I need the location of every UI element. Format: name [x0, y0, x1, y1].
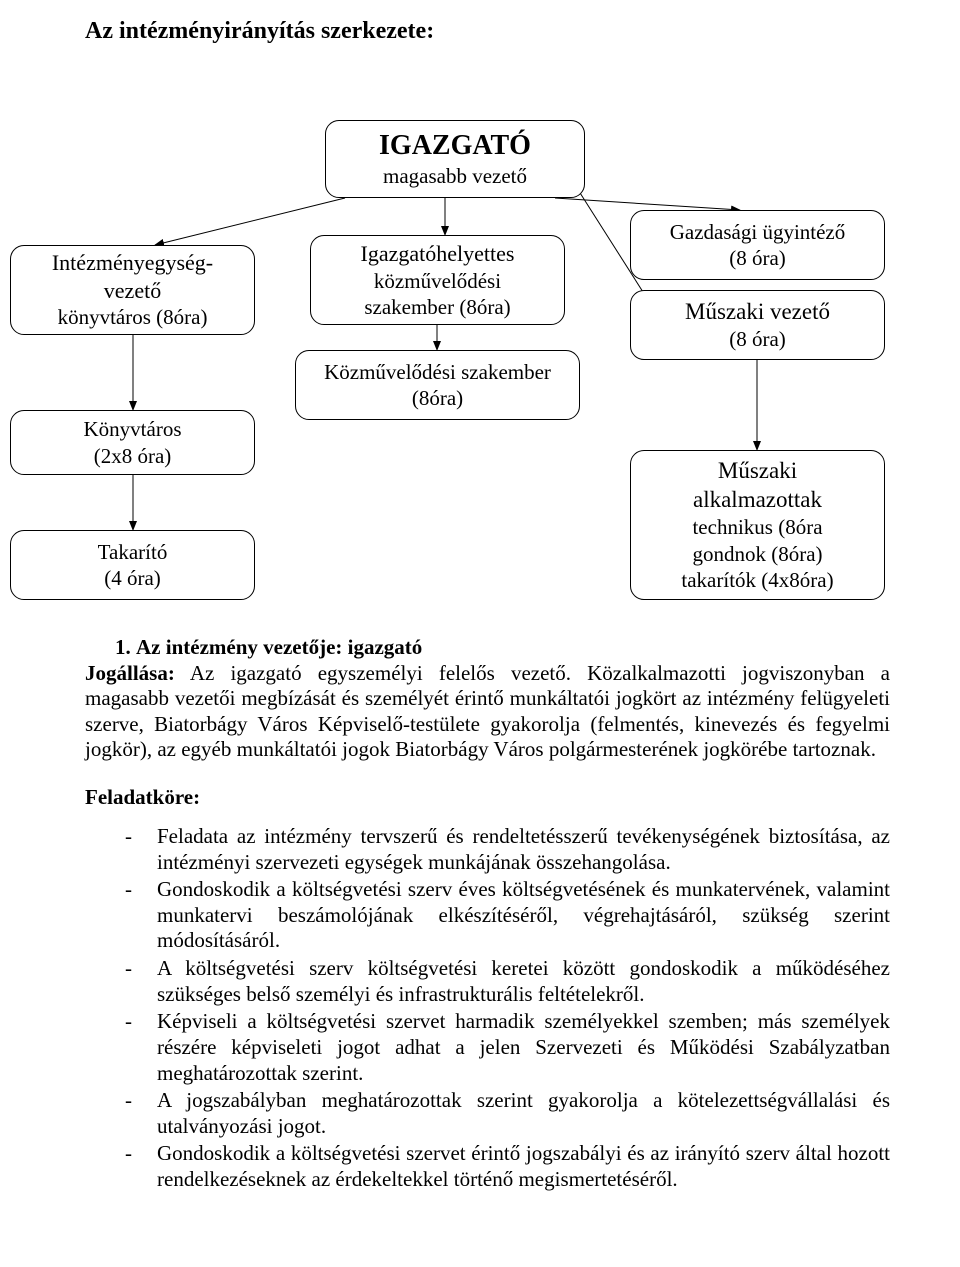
node-line: könyvtáros (8óra) — [58, 304, 208, 330]
node-line: Gazdasági ügyintéző — [670, 219, 846, 245]
node-line: vezető — [104, 277, 161, 305]
org-diagram: IGAZGATÓmagasabb vezetőIntézményegység-v… — [85, 75, 890, 635]
page: Az intézményirányítás szerkezete: IGAZGA… — [0, 0, 960, 1267]
list-item: Képviseli a költségvetési szervet harmad… — [125, 1009, 890, 1086]
node-line: (4 óra) — [104, 565, 161, 591]
node-line: (2x8 óra) — [94, 443, 172, 469]
node-kozmuv: Közművelődési szakember(8óra) — [295, 350, 580, 420]
node-line: Könyvtáros — [84, 416, 182, 442]
node-line: (8óra) — [412, 385, 463, 411]
list-item: Gondoskodik a költségvetési szerv éves k… — [125, 877, 890, 954]
node-line: közművelődési — [374, 268, 501, 294]
node-line: alkalmazottak — [693, 486, 822, 515]
node-muszakivez: Műszaki vezető(8 óra) — [630, 290, 885, 360]
list-item: Gondoskodik a költségvetési szervet érin… — [125, 1141, 890, 1192]
list-item: A költségvetési szerv költségvetési kere… — [125, 956, 890, 1007]
jogallasa-text: Az igazgató egyszemélyi felelős vezető. … — [85, 661, 890, 762]
jogallasa-label: Jogállása: — [85, 661, 175, 685]
node-line: Műszaki — [718, 457, 797, 486]
node-gazdasagi: Gazdasági ügyintéző(8 óra) — [630, 210, 885, 280]
node-intezmeny: Intézményegység-vezetőkönyvtáros (8óra) — [10, 245, 255, 335]
node-takarito: Takarító(4 óra) — [10, 530, 255, 600]
list-item: A jogszabályban meghatározottak szerint … — [125, 1088, 890, 1139]
node-line: Műszaki vezető — [685, 298, 830, 327]
section-1: 1. Az intézmény vezetője: igazgató Jogál… — [85, 635, 890, 763]
node-line: (8 óra) — [729, 326, 786, 352]
page-title: Az intézményirányítás szerkezete: — [85, 18, 890, 45]
node-line: Igazgatóhelyettes — [361, 240, 515, 268]
feladatkor-label: Feladatköre: — [85, 785, 890, 810]
list-item: Feladata az intézmény tervszerű és rende… — [125, 824, 890, 875]
node-line: gondnok (8óra) — [692, 541, 822, 567]
node-line: technikus (8óra — [692, 514, 822, 540]
node-line: (8 óra) — [729, 245, 786, 271]
node-igazgato: IGAZGATÓmagasabb vezető — [325, 120, 585, 198]
node-line: IGAZGATÓ — [379, 128, 531, 163]
node-ighelyettes: Igazgatóhelyettesközművelődésiszakember … — [310, 235, 565, 325]
section-number: 1. — [115, 635, 131, 659]
node-muszakialk: Műszakialkalmazottaktechnikus (8óragondn… — [630, 450, 885, 600]
node-line: Intézményegység- — [52, 249, 213, 277]
node-line: Közművelődési szakember — [324, 359, 551, 385]
node-konyvtaros: Könyvtáros(2x8 óra) — [10, 410, 255, 475]
node-line: Takarító — [98, 539, 168, 565]
node-line: magasabb vezető — [383, 163, 527, 189]
feladatkor-list: Feladata az intézmény tervszerű és rende… — [125, 824, 890, 1193]
section-heading: Az intézmény vezetője: igazgató — [136, 635, 422, 659]
node-line: szakember (8óra) — [364, 294, 510, 320]
node-line: takarítók (4x8óra) — [681, 567, 833, 593]
